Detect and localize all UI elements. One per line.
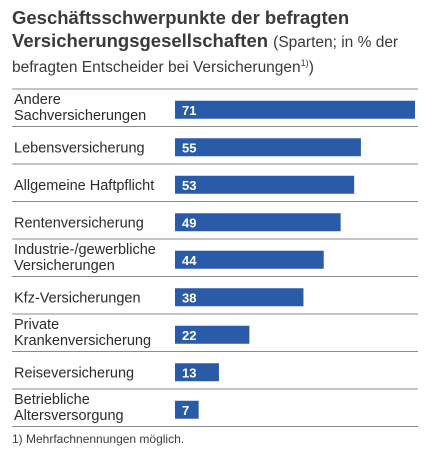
value-label: 53 [182,178,196,193]
value-label: 49 [182,215,196,230]
bar [175,363,219,382]
category-label: Lebensversicherung [14,140,145,156]
category-label: Industrie-/gewerbliche Versicherungen [14,242,156,274]
bar [175,100,415,119]
value-label: 44 [182,253,197,268]
category-label: Allgemeine Haftpflicht [14,178,154,194]
bar [175,250,324,269]
value-label: 7 [182,403,189,418]
value-label: 22 [182,328,196,343]
bar [175,138,361,157]
bar [175,325,250,344]
value-label: 71 [182,103,196,118]
category-label: Kfz-Versicherungen [14,290,141,306]
value-label: 38 [182,290,196,305]
title-main: Geschäftsschwerpunkte der befragten Vers… [12,7,350,51]
footnote: 1) Mehrfachnennungen möglich. [12,432,185,446]
value-label: 13 [182,365,196,380]
subtitle-close: ) [308,59,314,77]
chart-title: Geschäftsschwerpunkte der befragten Vers… [12,6,417,77]
category-label: Reiseversicherung [14,365,134,381]
bar [175,400,199,419]
category-label: Andere Sachversicherungen [14,92,146,124]
subtitle-part1: (Sparten; in % der [273,34,399,51]
subtitle-part2: befragten Entscheider bei Versicherungen [12,59,301,77]
value-label: 55 [182,140,196,155]
bar [175,175,355,194]
bar [175,288,304,307]
bar [175,213,341,232]
category-label: Rentenversicherung [14,215,144,231]
footnote-ref: 1) [300,58,309,68]
category-label: Betriebliche Altersversorgung [14,392,124,424]
category-label: Private Krankenversicherung [14,317,151,349]
